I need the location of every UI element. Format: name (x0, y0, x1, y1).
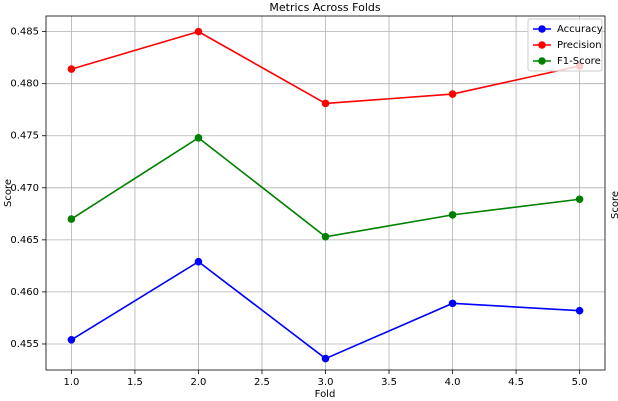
point (194, 27, 203, 36)
point (321, 354, 330, 363)
y-axis-label: Score (3, 179, 14, 207)
legend-marker (538, 41, 546, 49)
x-tick-label: 5.0 (572, 377, 588, 388)
point (194, 134, 203, 142)
point (194, 257, 203, 266)
x-tick-label: 2.5 (254, 377, 270, 388)
y-tick-label: 0.480 (10, 79, 39, 90)
legend-label: F1-Score (557, 56, 601, 67)
x-tick-label: 3.5 (381, 377, 397, 388)
point (448, 299, 457, 308)
y-tick-label: 0.475 (10, 131, 39, 142)
x-tick-label: 3.0 (318, 377, 334, 388)
y-tick-label: 0.455 (10, 339, 39, 350)
point (575, 306, 584, 315)
x-tick-label: 4.5 (508, 377, 524, 388)
x-axis-label: Fold (315, 389, 336, 400)
point (448, 90, 457, 98)
y-tick-label: 0.465 (10, 235, 39, 246)
plot-frame (45, 15, 606, 371)
x-tick-label: 1.5 (127, 377, 143, 388)
point (67, 336, 76, 344)
x-tick-label: 1.0 (63, 377, 79, 388)
chart-title: Metrics Across Folds (269, 1, 380, 14)
x-tick-label: 4.0 (445, 377, 461, 388)
legend-marker (538, 57, 546, 65)
point (67, 65, 76, 73)
point (67, 215, 76, 223)
y-tick-label: 0.470 (10, 183, 39, 194)
legend-label: Precision (557, 40, 602, 51)
point (448, 211, 457, 219)
legend-marker (538, 25, 546, 33)
legend-label: Accuracy (557, 24, 603, 35)
point (321, 232, 330, 241)
secondary-y-axis-label: Score (610, 191, 618, 219)
point (575, 195, 584, 204)
x-tick-label: 2.0 (191, 377, 207, 388)
y-tick-label: 0.460 (10, 287, 39, 298)
point (321, 99, 330, 108)
legend-box (527, 18, 603, 72)
y-tick-label: 0.485 (10, 27, 39, 38)
